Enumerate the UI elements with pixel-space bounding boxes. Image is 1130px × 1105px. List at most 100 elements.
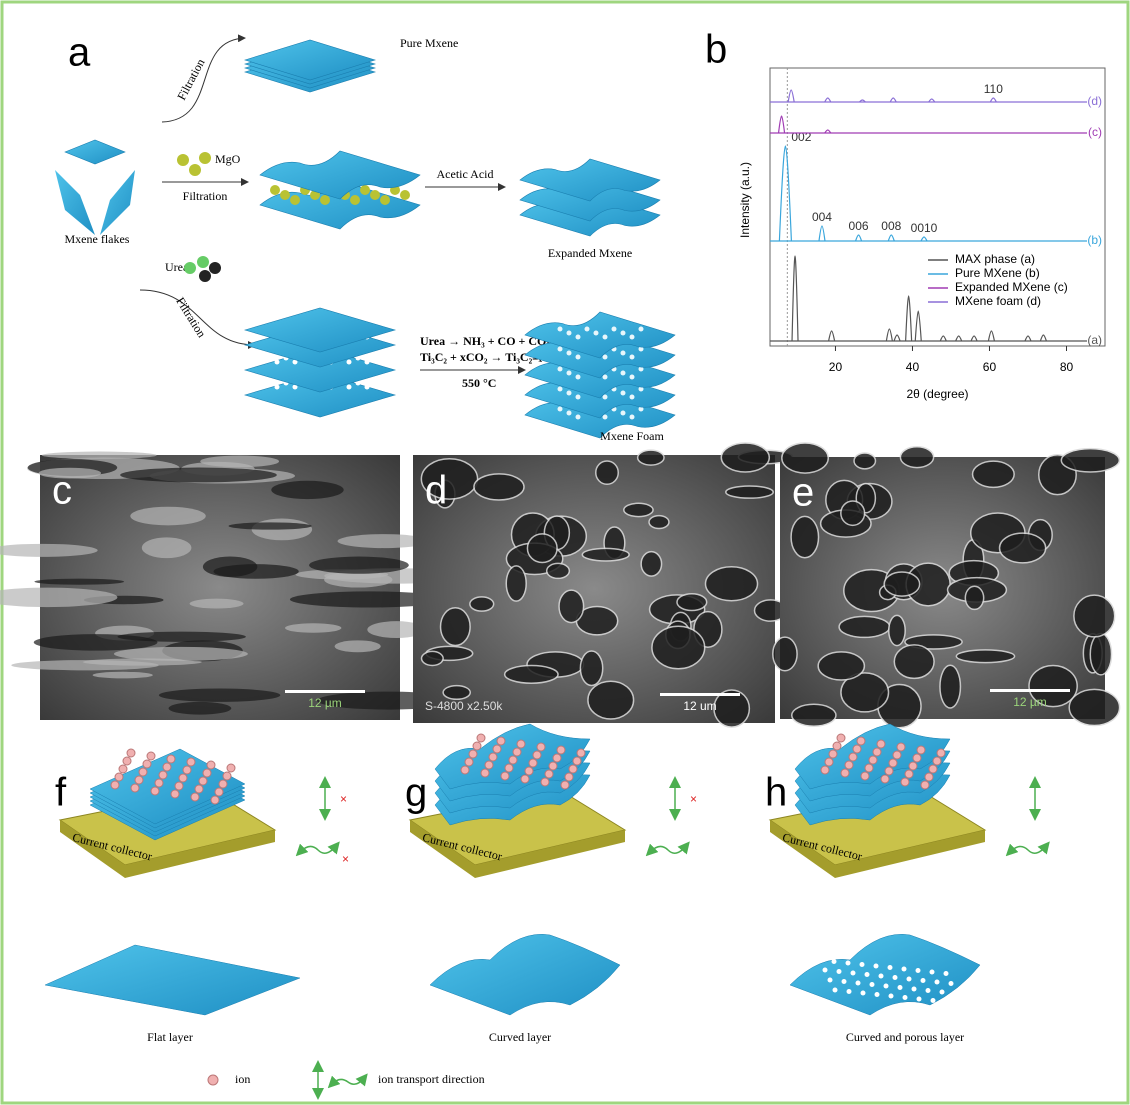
mgo-ball	[177, 154, 189, 166]
texture	[271, 480, 344, 500]
ion	[524, 766, 534, 776]
pore	[897, 985, 903, 990]
ion	[194, 784, 204, 794]
pore	[1068, 688, 1121, 727]
pore	[899, 446, 935, 469]
ion	[880, 774, 890, 784]
label: Filtration	[183, 189, 228, 203]
pore	[629, 414, 635, 420]
urea-ball	[209, 262, 221, 274]
pore	[948, 981, 954, 986]
blocked: ×	[342, 852, 349, 866]
ion	[552, 753, 562, 763]
pore	[943, 971, 949, 976]
ion	[476, 733, 486, 743]
pore	[557, 366, 563, 372]
pore	[676, 592, 708, 612]
x-axis-label: 2θ (degree)	[906, 387, 968, 401]
peak	[858, 99, 866, 103]
pore	[827, 977, 833, 983]
scale-bar	[990, 689, 1070, 692]
ion	[820, 765, 830, 775]
pore	[473, 473, 525, 501]
pore	[265, 380, 271, 386]
ion	[186, 757, 196, 767]
pore	[651, 625, 706, 670]
scale-bar	[660, 693, 740, 696]
texture	[158, 688, 281, 702]
peak-label: 008	[881, 219, 901, 233]
pore	[629, 374, 635, 380]
pore	[916, 996, 922, 1002]
ion	[540, 777, 550, 787]
pore	[581, 547, 630, 562]
blocked: ×	[690, 792, 697, 806]
ion	[836, 733, 846, 743]
pore	[557, 326, 563, 332]
pore	[998, 532, 1047, 564]
pore	[1089, 632, 1113, 676]
ion	[162, 762, 172, 772]
single-layer	[429, 934, 621, 1016]
pore	[915, 968, 921, 973]
peak	[955, 335, 963, 342]
texture	[334, 640, 381, 653]
ion	[852, 744, 862, 754]
pore	[964, 585, 985, 611]
legend-entry: Pure MXene (b)	[955, 266, 1040, 280]
ion	[548, 761, 558, 771]
ion	[900, 777, 910, 787]
pore	[420, 650, 444, 667]
ion	[222, 771, 232, 781]
ion	[190, 792, 200, 802]
ion	[828, 749, 838, 759]
peak	[905, 295, 913, 342]
texture	[34, 578, 125, 585]
mgo-ball	[400, 190, 410, 200]
panel-label: e	[792, 471, 814, 515]
ion	[198, 776, 208, 786]
x-tick-label: 80	[1060, 360, 1074, 374]
blocked: ×	[340, 792, 347, 806]
pore	[575, 394, 581, 400]
pore	[892, 975, 898, 980]
label: Mxene Foam	[600, 429, 664, 443]
urea-ball	[199, 270, 211, 282]
series-tag: (b)	[1087, 233, 1102, 247]
pore	[557, 406, 563, 412]
collector-side	[60, 820, 275, 878]
pore	[620, 410, 626, 416]
pore	[620, 370, 626, 376]
peak-label: 004	[812, 210, 832, 224]
urea-ball	[197, 256, 209, 268]
mgo-ball	[350, 195, 360, 205]
peak	[914, 310, 922, 342]
ion	[908, 761, 918, 771]
pore	[566, 410, 572, 416]
pore	[566, 370, 572, 376]
pore	[439, 607, 471, 647]
ion	[214, 787, 224, 797]
pore	[638, 346, 644, 352]
pore	[602, 354, 608, 360]
pore	[611, 326, 617, 332]
ion	[860, 771, 870, 781]
ion	[114, 772, 124, 782]
pore	[846, 989, 852, 994]
label: b	[705, 28, 727, 72]
peak-label: 110	[984, 82, 1003, 96]
texture	[41, 451, 157, 459]
ion	[844, 760, 854, 770]
ion	[892, 750, 902, 760]
pore	[720, 442, 771, 473]
texture	[92, 671, 153, 679]
ion	[924, 772, 934, 782]
label: Urea	[165, 260, 189, 274]
texture	[33, 634, 158, 651]
mgo-ball	[370, 190, 380, 200]
pore	[545, 562, 571, 580]
peak	[970, 335, 978, 342]
ion	[568, 764, 578, 774]
pore	[346, 384, 352, 390]
pore	[638, 406, 644, 412]
